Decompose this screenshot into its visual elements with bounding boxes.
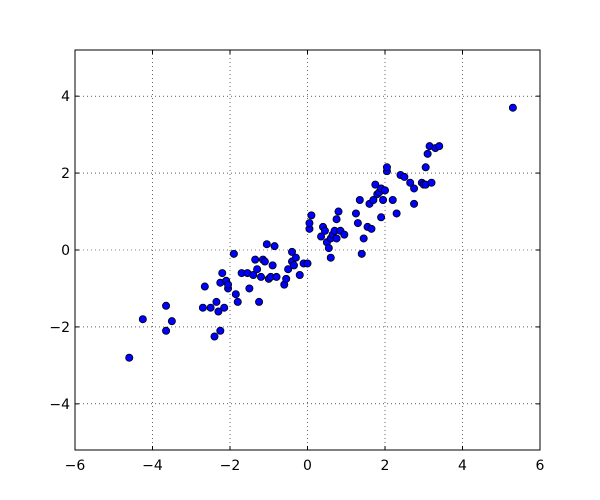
data-point	[410, 199, 419, 208]
data-point	[400, 172, 409, 181]
x-tick-label: −4	[142, 458, 163, 474]
data-point	[198, 303, 207, 312]
data-point	[272, 272, 281, 281]
data-point	[162, 326, 171, 335]
data-point	[212, 297, 221, 306]
x-tick-label: 2	[381, 458, 390, 474]
data-point	[334, 207, 343, 216]
data-point	[427, 178, 436, 187]
data-point	[410, 184, 419, 193]
data-point	[218, 269, 227, 278]
x-tick-label: −2	[220, 458, 241, 474]
data-point	[210, 332, 219, 341]
data-point	[224, 280, 233, 289]
data-point	[377, 213, 386, 222]
data-point	[371, 180, 380, 189]
x-tick-label: 4	[458, 458, 467, 474]
data-point	[206, 303, 215, 312]
y-tick-label: −4	[49, 397, 70, 413]
data-point	[260, 257, 269, 266]
axis-ticks	[74, 50, 541, 450]
data-point	[382, 163, 391, 172]
data-point	[253, 265, 262, 274]
x-tick-label: 0	[303, 458, 312, 474]
data-point	[291, 253, 300, 262]
data-point	[332, 215, 341, 224]
data-point	[317, 232, 326, 241]
data-point	[303, 259, 312, 268]
data-point	[340, 230, 349, 239]
grid	[75, 50, 540, 450]
data-point	[423, 149, 432, 158]
data-point	[268, 261, 277, 270]
data-point	[251, 255, 260, 264]
data-point	[388, 195, 397, 204]
y-tick-label: −2	[49, 320, 70, 336]
data-point	[320, 226, 329, 235]
data-point	[125, 353, 134, 362]
data-point	[249, 270, 258, 279]
data-point	[220, 303, 229, 312]
data-point	[229, 249, 238, 258]
data-point	[369, 195, 378, 204]
x-tick-label: −6	[65, 458, 86, 474]
data-point	[305, 219, 314, 228]
data-point	[355, 195, 364, 204]
data-point	[351, 209, 360, 218]
data-point	[282, 274, 291, 283]
data-point	[406, 178, 415, 187]
data-point	[326, 253, 335, 262]
data-point	[138, 315, 147, 324]
data-point	[379, 195, 388, 204]
data-point	[256, 272, 265, 281]
y-tick-label: 0	[61, 243, 70, 259]
data-point	[167, 317, 176, 326]
data-point	[289, 261, 298, 270]
data-point	[287, 247, 296, 256]
data-point	[245, 284, 254, 293]
data-point	[262, 240, 271, 249]
data-point	[233, 297, 242, 306]
data-point	[214, 307, 223, 316]
data-point	[508, 103, 517, 112]
data-point	[284, 265, 293, 274]
data-point	[380, 186, 389, 195]
data-point	[357, 249, 366, 258]
y-tick-label: 2	[61, 166, 70, 182]
y-tick-label: 4	[61, 89, 70, 105]
tick-labels: −6 −4 −2 0 2 4 6 −4 −2 0 2 4	[49, 89, 544, 474]
x-tick-label: 6	[536, 458, 545, 474]
data-point	[392, 209, 401, 218]
data-point	[295, 270, 304, 279]
data-point	[231, 290, 240, 299]
data-point	[216, 326, 225, 335]
data-point	[255, 297, 264, 306]
data-point	[307, 211, 316, 220]
data-point	[421, 163, 430, 172]
data-point	[324, 244, 333, 253]
data-point	[162, 301, 171, 310]
data-point	[200, 282, 209, 291]
data-point	[367, 224, 376, 233]
data-point	[435, 142, 444, 151]
data-point	[353, 219, 362, 228]
data-point	[332, 234, 341, 243]
data-point	[270, 242, 279, 251]
data-points	[125, 103, 517, 362]
data-point	[359, 234, 368, 243]
